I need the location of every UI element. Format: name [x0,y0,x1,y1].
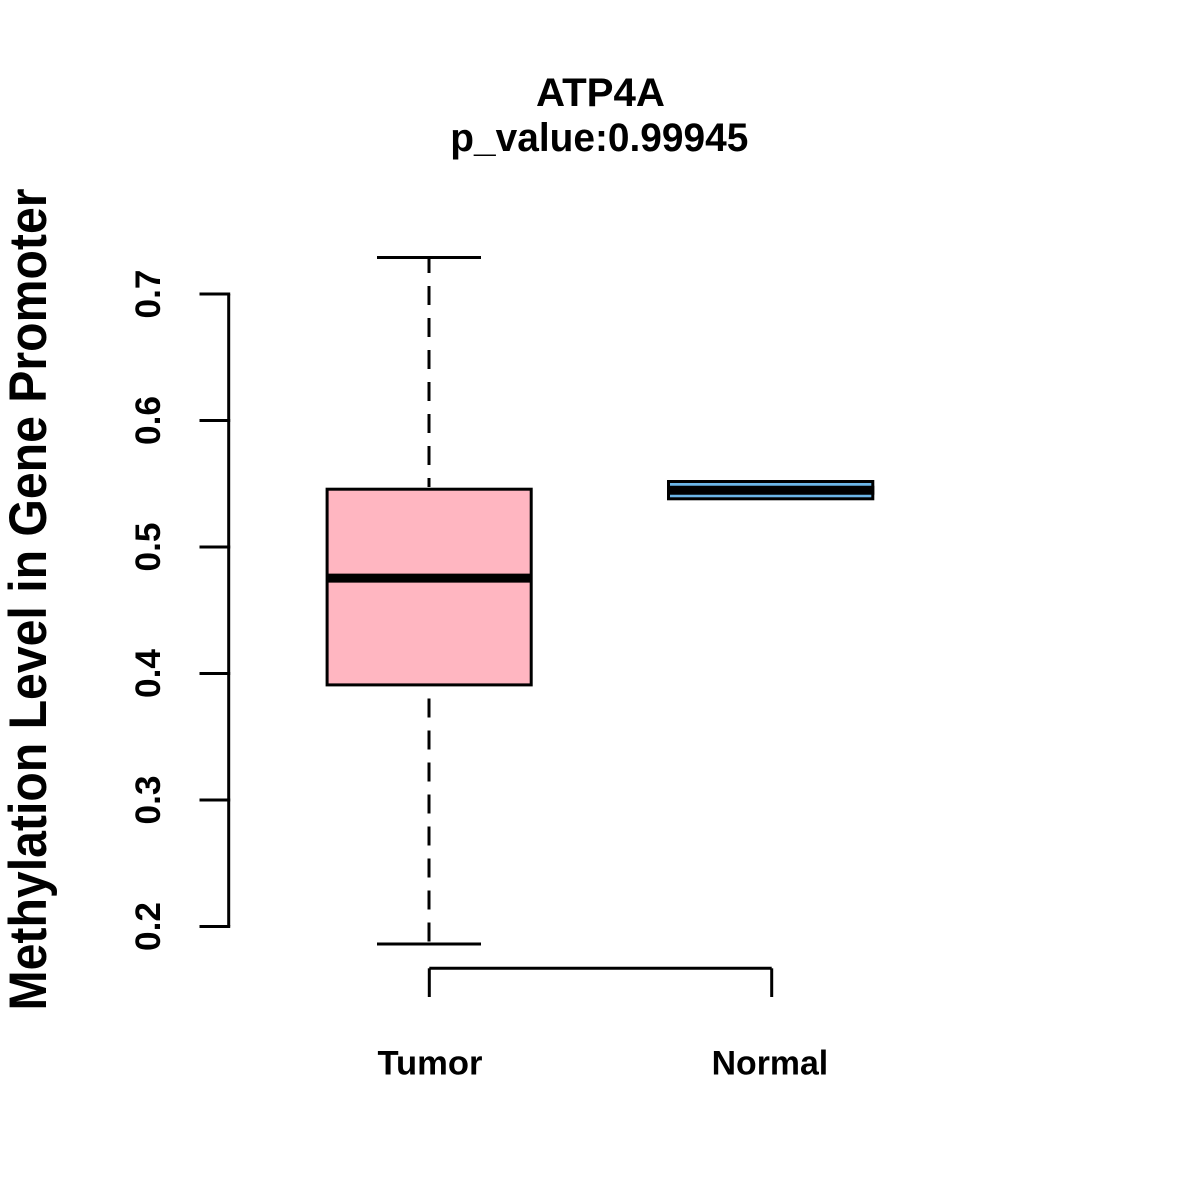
svg-text:0.3: 0.3 [129,776,168,825]
svg-text:0.5: 0.5 [129,523,168,572]
svg-text:ATP4A: ATP4A [536,71,665,115]
svg-text:Methylation Level in Gene Prom: Methylation Level in Gene Promoter [0,189,58,1011]
svg-text:Tumor: Tumor [378,1044,483,1082]
svg-text:0.7: 0.7 [129,270,168,319]
svg-text:0.2: 0.2 [129,902,168,951]
svg-text:0.4: 0.4 [129,648,168,698]
svg-text:p_value:0.99945: p_value:0.99945 [450,116,748,160]
svg-text:Normal: Normal [712,1044,829,1082]
svg-text:0.6: 0.6 [129,396,168,445]
